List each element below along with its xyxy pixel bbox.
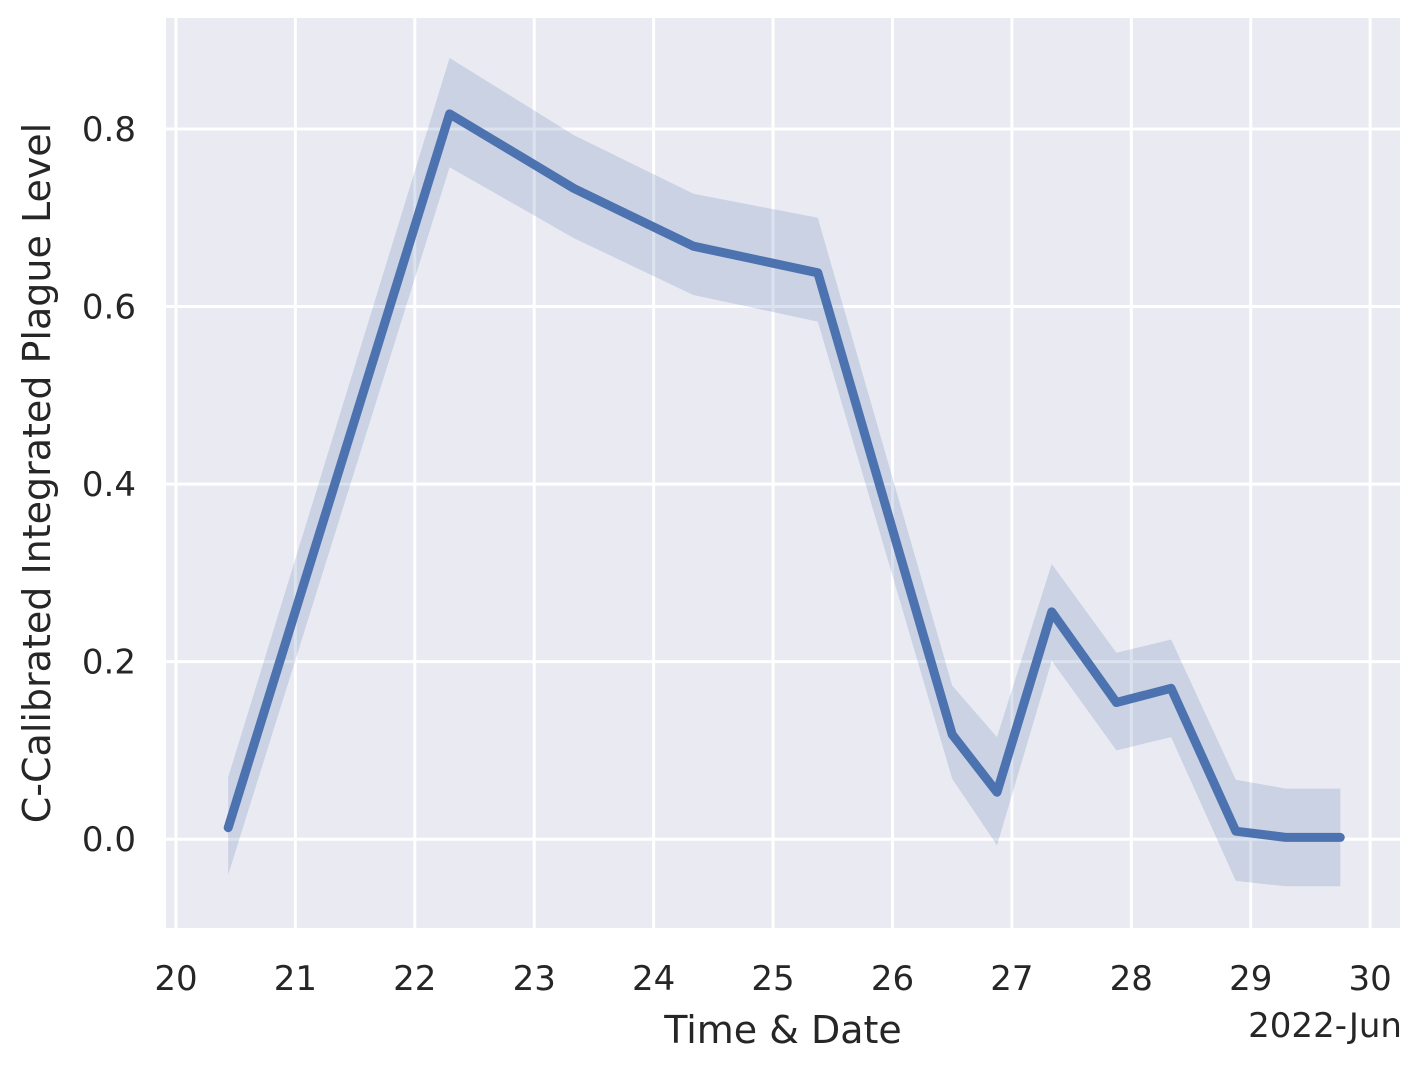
x-tick-label: 25 [751, 959, 794, 999]
y-tick-labels: 0.0 0.2 0.4 0.6 0.8 [82, 110, 136, 860]
y-axis-label: C-Calibrated Integrated Plague Level [15, 123, 59, 824]
x-tick-label: 27 [990, 959, 1033, 999]
y-tick-label: 0.8 [82, 110, 136, 150]
x-tick-label: 30 [1349, 959, 1392, 999]
y-tick-label: 0.0 [82, 820, 136, 860]
x-tick-label: 24 [632, 959, 675, 999]
x-tick-label: 28 [1110, 959, 1153, 999]
y-tick-label: 0.6 [82, 288, 136, 328]
x-tick-label: 22 [393, 959, 436, 999]
series-line [223, 109, 1345, 842]
confidence-band [228, 58, 1341, 887]
x-axis-label: Time & Date [663, 1008, 902, 1052]
x-tick-labels: 20 21 22 23 24 25 26 27 28 29 30 [154, 959, 1391, 999]
x-offset-label: 2022-Jun [1248, 1006, 1402, 1046]
y-tick-label: 0.4 [82, 465, 136, 505]
x-tick-label: 20 [154, 959, 197, 999]
x-tick-label: 29 [1229, 959, 1272, 999]
x-tick-label: 21 [274, 959, 317, 999]
x-tick-label: 23 [513, 959, 556, 999]
grid [166, 18, 1400, 928]
plot-background [166, 18, 1400, 928]
x-tick-label: 26 [871, 959, 914, 999]
y-tick-label: 0.2 [82, 643, 136, 683]
